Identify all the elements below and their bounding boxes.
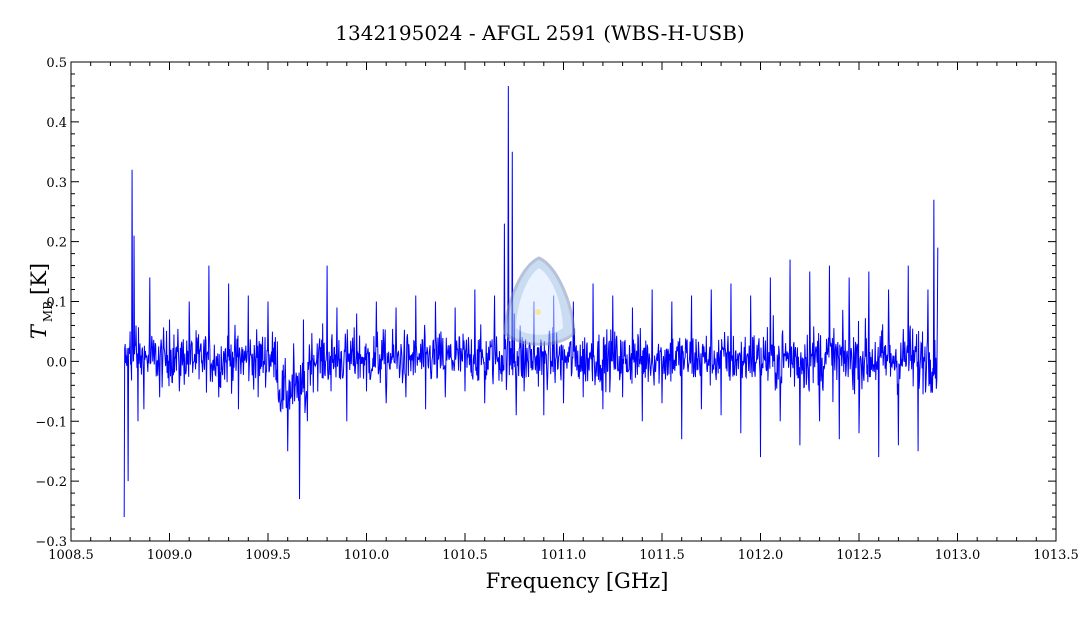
x-tick-label: 1011.5 — [639, 548, 685, 563]
y-tick-labels: −0.3 −0.2 −0.1 0.0 0.1 0.2 0.3 0.4 0.5 — [35, 56, 67, 550]
y-axis-label-main: T — [27, 323, 51, 339]
y-axis-label-sub: MB — [41, 301, 55, 322]
x-tick-label: 1009.5 — [245, 548, 291, 563]
watermark-logo — [503, 256, 576, 346]
y-tick-label: −0.3 — [35, 535, 67, 550]
x-tick-label: 1009.0 — [147, 548, 193, 563]
svg-text:TMB[K]: TMB [K] — [27, 263, 55, 339]
y-tick-label: 0.1 — [46, 296, 67, 311]
x-tick-label: 1010.0 — [344, 548, 390, 563]
y-tick-label: 0.5 — [46, 56, 67, 71]
x-tick-label: 1013.5 — [1033, 548, 1079, 563]
chart-title: 1342195024 - AFGL 2591 (WBS-H-USB) — [335, 21, 744, 45]
x-tick-label: 1010.5 — [442, 548, 488, 563]
y-axis-label-unit: [K] — [27, 263, 51, 295]
y-tick-label: 0.0 — [46, 355, 67, 370]
x-tick-label: 1011.0 — [541, 548, 587, 563]
tick-marks — [70, 61, 1057, 542]
x-tick-label: 1008.5 — [48, 548, 94, 563]
y-tick-label: 0.3 — [46, 176, 67, 191]
spectrum-series — [123, 85, 939, 518]
x-tick-labels: 1008.5 1009.0 1009.5 1010.0 1010.5 1011.0 1011… — [48, 548, 1079, 563]
y-tick-label: −0.1 — [35, 415, 67, 430]
y-tick-label: 0.4 — [46, 116, 67, 131]
y-tick-label: 0.2 — [46, 236, 67, 251]
series-line — [123, 85, 939, 518]
x-axis-label: Frequency [GHz] — [486, 569, 669, 593]
y-tick-label: −0.2 — [35, 475, 67, 490]
x-tick-label: 1012.0 — [738, 548, 784, 563]
x-tick-label: 1013.0 — [935, 548, 981, 563]
x-tick-label: 1012.5 — [836, 548, 882, 563]
y-axis-label: TMB [K] — [27, 263, 55, 339]
